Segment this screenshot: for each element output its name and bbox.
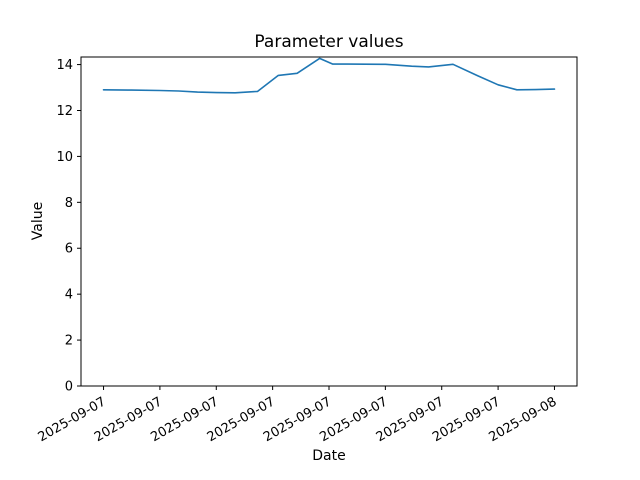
y-tick-label: 6 [65,242,73,257]
y-tick-label: 4 [65,288,73,303]
y-axis-label: Value [30,201,46,241]
chart-title: Parameter values [254,32,404,52]
y-tick-label: 0 [65,380,73,395]
y-tick-label: 8 [65,196,73,211]
y-tick-label: 12 [56,104,73,119]
axes-frame [80,56,578,387]
y-tick-label: 10 [56,150,73,165]
y-tick-label: 14 [56,58,73,73]
data-line-value [102,57,556,94]
x-axis-label: Date [312,448,346,464]
y-tick-label: 2 [65,334,73,349]
